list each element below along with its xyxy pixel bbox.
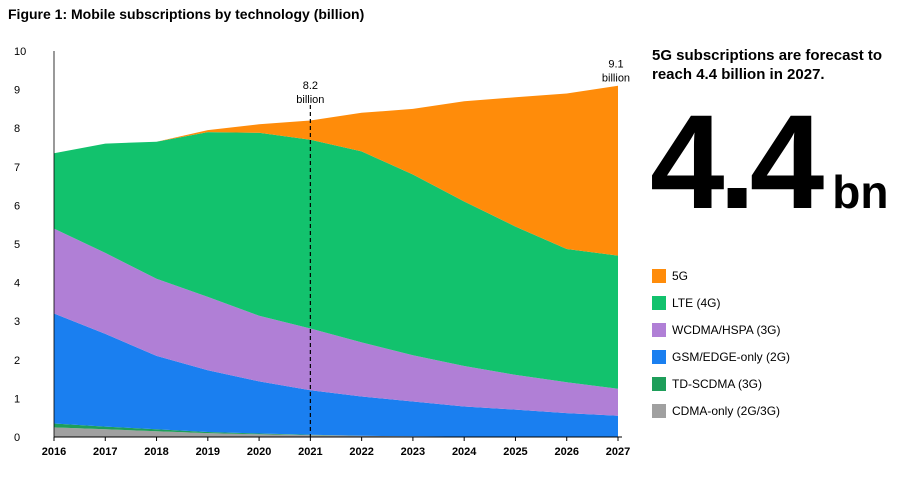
x-tick-label: 2021 — [298, 446, 322, 458]
annotation-value: 8.2 — [303, 80, 318, 92]
area-chart: 0 1 2 3 4 5 6 7 8 9 10 2016 2017 2018 2019 2020 2021 2022… — [14, 46, 630, 458]
legend-swatch — [652, 295, 666, 310]
big-unit: bn — [832, 166, 889, 218]
area-cdma-only-2g-3g — [54, 427, 618, 437]
legend-item-lte-4g: LTE (4G) — [652, 289, 790, 316]
legend-label: TD-SCDMA (3G) — [672, 376, 762, 391]
area-td-scdma-3g — [54, 423, 618, 437]
x-tick-label: 2026 — [554, 446, 578, 458]
big-figure: 4.4 bn — [650, 96, 888, 259]
y-tick-label: 8 — [14, 123, 20, 135]
x-tick-label: 2023 — [401, 446, 425, 458]
area-5g — [54, 85, 618, 256]
annotation-unit: billion — [296, 94, 324, 106]
callout-text: 5G subscriptions are forecast to reach 4… — [652, 47, 883, 83]
y-tick-label: 7 — [14, 162, 20, 174]
y-tick-label: 9 — [14, 85, 20, 97]
legend-label: 5G — [672, 268, 689, 283]
legend-swatch — [652, 268, 666, 283]
annotation-unit: billion — [602, 73, 630, 85]
x-tick-label: 2027 — [606, 446, 630, 458]
x-tick-label: 2025 — [503, 446, 527, 458]
legend-label: LTE (4G) — [672, 295, 721, 310]
legend-label: GSM/EDGE-only (2G) — [672, 349, 791, 364]
y-tick-label: 10 — [14, 46, 26, 58]
y-tick-label: 1 — [14, 393, 20, 405]
x-tick-label: 2016 — [42, 446, 66, 458]
x-tick-label: 2020 — [247, 446, 271, 458]
x-tick-label: 2017 — [93, 446, 117, 458]
x-tick-label: 2024 — [452, 446, 477, 458]
legend-item-gsm-edge-only-2g: GSM/EDGE-only (2G) — [652, 343, 790, 370]
area-wcdma-hspa-3g — [54, 228, 618, 416]
legend-item-cdma-only-2g-3g: CDMA-only (2G/3G) — [652, 397, 790, 424]
legend-item-wcdma-hspa-3g: WCDMA/HSPA (3G) — [652, 316, 790, 343]
legend-label: WCDMA/HSPA (3G) — [672, 322, 781, 337]
x-tick-label: 2022 — [349, 446, 373, 458]
legend-swatch — [652, 322, 666, 337]
area-gsm-edge-only-2g — [54, 313, 618, 437]
chart-legend: 5G LTE (4G) WCDMA/HSPA (3G) GSM/EDGE-only (… — [652, 262, 790, 424]
legend-item-td-scdma-3g: TD-SCDMA (3G) — [652, 370, 790, 397]
legend-swatch — [652, 376, 666, 391]
x-tick-label: 2019 — [196, 446, 220, 458]
x-tick-label: 2018 — [144, 446, 168, 458]
area-lte-4g — [54, 132, 618, 389]
y-tick-label: 0 — [14, 432, 20, 444]
legend-swatch — [652, 403, 666, 418]
legend-item-5g: 5G — [652, 262, 790, 289]
figure-title: Figure 1: Mobile subscriptions by techno… — [8, 6, 365, 22]
big-value: 4.4 — [650, 88, 824, 237]
y-tick-label: 6 — [14, 200, 20, 212]
legend-label: CDMA-only (2G/3G) — [672, 403, 781, 418]
y-tick-label: 3 — [14, 316, 20, 328]
y-tick-label: 4 — [14, 278, 20, 290]
legend-swatch — [652, 349, 666, 364]
annotation-value: 9.1 — [608, 59, 623, 71]
y-tick-label: 2 — [14, 355, 20, 367]
y-tick-label: 5 — [14, 239, 20, 251]
